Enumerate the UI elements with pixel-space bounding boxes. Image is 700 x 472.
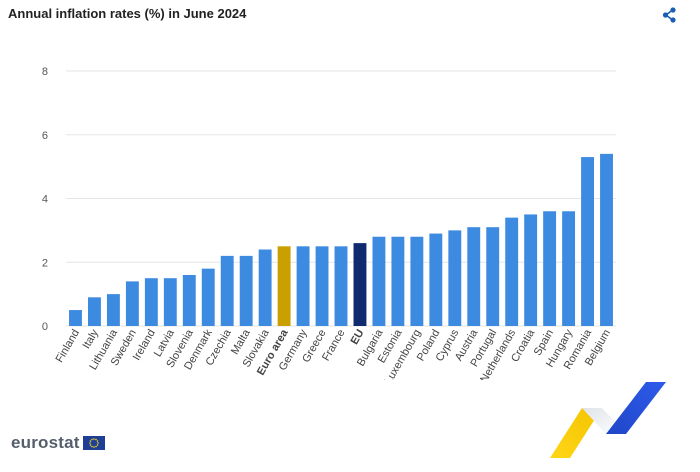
- bar-romania[interactable]: [581, 157, 594, 326]
- bar-portugal[interactable]: [486, 227, 500, 326]
- bar-austria[interactable]: [467, 227, 481, 326]
- bar-slovakia[interactable]: [258, 249, 272, 327]
- chart-title: Annual inflation rates (%) in June 2024: [8, 6, 247, 21]
- bar-slovenia[interactable]: [182, 275, 196, 326]
- bar-germany[interactable]: [296, 246, 310, 326]
- bar-hungary[interactable]: [562, 211, 576, 326]
- bar-latvia[interactable]: [163, 278, 177, 326]
- bar-italy[interactable]: [88, 297, 101, 326]
- y-tick-label: 4: [42, 194, 48, 206]
- x-tick-label: EU: [349, 327, 367, 346]
- bar-luxembourg[interactable]: [410, 236, 424, 326]
- eurostat-logo: eurostat: [11, 432, 105, 454]
- x-axis-labels: FinlandItalyLithuaniaSwedenIrelandLatvia…: [54, 327, 613, 380]
- share-button[interactable]: [661, 6, 679, 24]
- bar-eu[interactable]: [353, 243, 367, 326]
- bar-malta[interactable]: [239, 255, 253, 326]
- bar-bulgaria[interactable]: [372, 236, 386, 326]
- bar-france[interactable]: [334, 246, 348, 326]
- y-tick-label: 6: [42, 130, 48, 142]
- bar-estonia[interactable]: [391, 236, 405, 326]
- y-tick-label: 8: [42, 66, 48, 78]
- bar-spain[interactable]: [543, 211, 557, 326]
- bar-belgium[interactable]: [600, 153, 613, 326]
- bar-sweden[interactable]: [125, 281, 139, 326]
- decorative-graphic: [550, 382, 666, 458]
- bar-finland[interactable]: [69, 310, 82, 326]
- bars: [69, 153, 613, 327]
- bar-lithuania[interactable]: [106, 294, 120, 326]
- y-axis-ticks: 0 2 4 6 8: [42, 66, 48, 333]
- y-tick-label: 0: [42, 321, 48, 333]
- bar-chart: 0 2 4 6 8 FinlandItalyLithuaniaSwedenIreland…: [42, 66, 616, 380]
- x-tick-label: Finland: [54, 328, 82, 365]
- bar-croatia[interactable]: [524, 214, 538, 326]
- bar-euro-area[interactable]: [277, 246, 291, 326]
- bar-poland[interactable]: [429, 233, 443, 326]
- brand-name: eurostat: [11, 433, 80, 452]
- bar-ireland[interactable]: [144, 278, 158, 326]
- eu-flag-icon: [82, 436, 105, 450]
- y-tick-label: 2: [42, 257, 48, 269]
- bar-netherlands[interactable]: [505, 217, 519, 326]
- bar-greece[interactable]: [315, 246, 329, 326]
- bar-czechia[interactable]: [220, 255, 234, 326]
- bar-cyprus[interactable]: [448, 230, 462, 326]
- bar-denmark[interactable]: [201, 268, 215, 326]
- share-icon: [662, 7, 676, 23]
